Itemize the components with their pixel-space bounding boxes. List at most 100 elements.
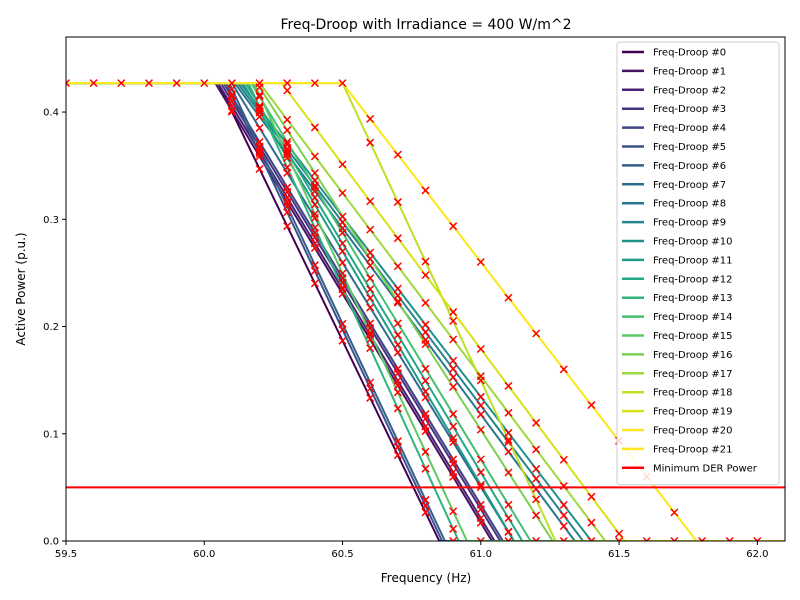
series-marker: [559, 522, 568, 531]
x-axis: 59.5 60.0 60.5 61.0 61.5 62.0: [55, 541, 768, 560]
series-marker: [476, 514, 485, 523]
series-marker: [283, 163, 292, 172]
series-marker: [338, 79, 347, 88]
series-marker: [310, 176, 319, 185]
legend-entry: Freq-Droop #5: [622, 142, 726, 153]
legend-label: Freq-Droop #0: [653, 48, 726, 59]
series-marker: [449, 335, 458, 344]
series-marker: [283, 153, 292, 162]
series-marker: [421, 410, 430, 419]
legend-label: Freq-Droop #9: [653, 218, 726, 229]
series-marker: [504, 435, 513, 444]
series-marker: [393, 404, 402, 413]
legend-label: Freq-Droop #4: [653, 123, 726, 134]
series-marker: [283, 183, 292, 192]
series-marker: [449, 373, 458, 382]
series-marker: [283, 147, 292, 156]
series-marker: [366, 138, 375, 147]
series-marker: [366, 254, 375, 263]
series-marker: [421, 387, 430, 396]
legend-label: Freq-Droop #21: [653, 444, 732, 455]
series-marker: [393, 150, 402, 159]
series-marker: [283, 208, 292, 217]
series-marker: [255, 164, 264, 173]
legend-entry: Freq-Droop #7: [622, 180, 726, 191]
series-marker: [698, 536, 707, 541]
series-marker: [255, 90, 264, 100]
series-marker: [227, 84, 236, 94]
series-marker: [338, 319, 347, 328]
legend-entry: Freq-Droop #0: [622, 48, 726, 59]
x-tick-label: 62.0: [746, 549, 768, 560]
series-marker: [393, 388, 402, 397]
chart-title: Freq-Droop with Irradiance = 400 W/m^2: [280, 17, 571, 33]
x-tick-label: 61.5: [608, 549, 630, 560]
series-marker: [338, 228, 347, 237]
series-marker: [89, 79, 98, 88]
series-marker: [366, 261, 375, 270]
legend-entry: Freq-Droop #14: [622, 312, 732, 323]
series-marker: [200, 79, 209, 88]
series-marker: [310, 261, 319, 270]
series-marker: [366, 303, 375, 312]
y-tick-label: 0.1: [43, 429, 59, 440]
series-marker: [310, 152, 319, 161]
series-marker: [227, 92, 236, 101]
series-marker: [449, 222, 458, 231]
legend-entry: Freq-Droop #10: [622, 237, 732, 248]
legend-label: Freq-Droop #17: [653, 369, 732, 380]
series-marker: [476, 468, 485, 477]
series-marker: [255, 103, 264, 112]
series-marker: [504, 408, 513, 417]
legend-label: Freq-Droop #7: [653, 180, 726, 191]
legend-label: Freq-Droop #13: [653, 293, 732, 304]
legend-entry: Freq-Droop #3: [622, 104, 726, 115]
series-marker: [283, 126, 292, 135]
legend-label: Freq-Droop #5: [653, 142, 726, 153]
y-axis: 0.0 0.1 0.2 0.3 0.4: [43, 108, 66, 548]
series-marker: [421, 501, 430, 510]
legend-label: Freq-Droop #18: [653, 388, 732, 399]
series-marker: [670, 508, 679, 517]
legend-entry: Freq-Droop #8: [622, 199, 726, 210]
series-marker: [227, 79, 236, 88]
legend-label: Freq-Droop #10: [653, 237, 732, 248]
series-marker: [476, 392, 485, 401]
series-marker: [476, 257, 485, 267]
series-marker: [255, 101, 264, 111]
series-marker: [449, 536, 458, 541]
series-marker: [255, 123, 264, 133]
series-marker: [338, 239, 347, 248]
series-marker: [476, 425, 485, 434]
series-marker: [366, 285, 375, 294]
series-marker: [310, 200, 319, 209]
series-marker: [255, 104, 264, 113]
series-marker: [449, 364, 458, 373]
series-marker: [338, 336, 347, 345]
series-marker: [421, 447, 430, 456]
legend-label: Freq-Droop #8: [653, 199, 726, 210]
series-marker: [393, 291, 402, 300]
series-marker: [393, 319, 402, 328]
series-marker: [449, 410, 458, 419]
legend-label: Freq-Droop #3: [653, 104, 726, 115]
series-marker: [393, 437, 402, 446]
series-marker: [532, 329, 541, 338]
series-marker: [338, 269, 347, 278]
series-marker: [642, 536, 651, 541]
series-marker: [421, 320, 430, 329]
series-marker: [310, 279, 319, 288]
series-marker: [366, 319, 375, 328]
series-marker: [338, 247, 347, 256]
series-marker: [504, 514, 513, 523]
series-marker: [421, 495, 430, 504]
series-marker: [338, 212, 347, 221]
plot-frame: [65, 36, 786, 542]
series-marker: [310, 193, 319, 202]
series-marker: [310, 223, 319, 232]
series-marker: [532, 418, 541, 427]
legend-entry: Freq-Droop #15: [622, 331, 732, 342]
series-marker: [504, 293, 513, 302]
series-marker: [66, 79, 71, 88]
series-marker: [421, 298, 430, 307]
